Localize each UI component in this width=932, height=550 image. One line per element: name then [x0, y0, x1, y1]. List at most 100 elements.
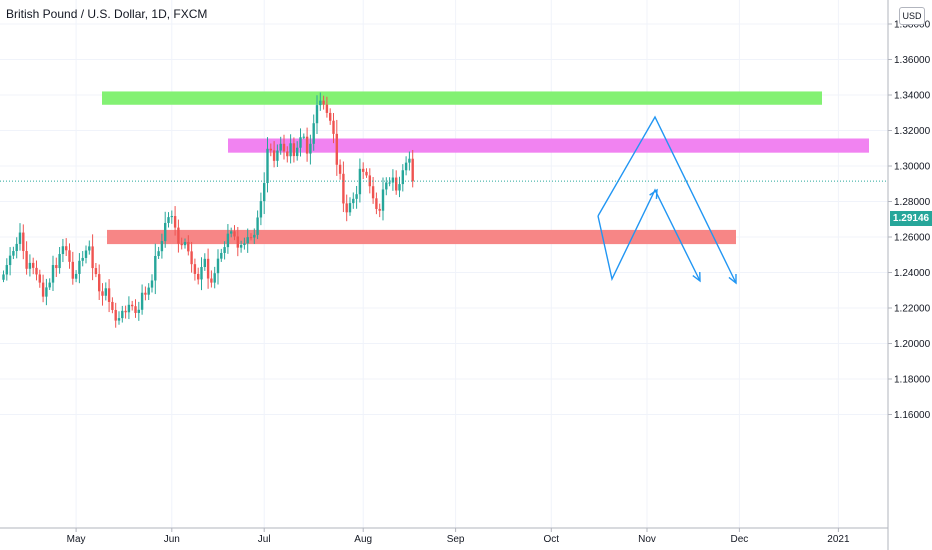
- candle-body: [302, 136, 305, 138]
- candle-body: [94, 268, 98, 275]
- candle-body: [35, 267, 38, 275]
- candle-body: [230, 231, 233, 234]
- candle-body: [391, 177, 395, 183]
- candle-body: [243, 243, 246, 245]
- candle-body: [239, 244, 243, 248]
- candle-body: [12, 251, 15, 256]
- candle-body: [140, 292, 144, 310]
- candle-body: [157, 251, 160, 256]
- candle-body: [305, 136, 309, 154]
- candle-body: [236, 236, 239, 248]
- price-tick-label: 1.22000: [894, 304, 931, 315]
- candle-body: [18, 232, 22, 244]
- arrowhead-lower: [692, 271, 701, 283]
- candle-body: [74, 273, 78, 279]
- candle-body: [319, 100, 322, 106]
- candle-body: [121, 310, 124, 319]
- time-tick-label: Dec: [731, 534, 749, 545]
- candle-body: [160, 241, 164, 252]
- time-tick-label: Sep: [447, 534, 465, 545]
- candle-body: [322, 100, 325, 105]
- candle-body: [276, 150, 279, 161]
- candle-body: [15, 243, 18, 252]
- candle-body: [269, 148, 272, 151]
- candle-body: [134, 306, 137, 313]
- candle-body: [335, 133, 338, 165]
- price-tick-label: 1.28000: [894, 197, 931, 208]
- resistance-zone: [228, 138, 869, 153]
- candle-body: [216, 258, 220, 274]
- candle-body: [206, 258, 210, 279]
- candle-body: [193, 264, 197, 274]
- candle-body: [203, 258, 206, 267]
- candle-body: [41, 282, 45, 297]
- candle-body: [266, 148, 269, 184]
- candle-body: [385, 182, 388, 190]
- candle-body: [263, 183, 266, 202]
- candle-body: [210, 278, 213, 283]
- time-tick-label: Jun: [164, 534, 180, 545]
- candle-body: [404, 162, 408, 171]
- last-price-tag: 1.29146: [890, 211, 932, 226]
- chart-title: British Pound / U.S. Dollar, 1D, FXCM: [6, 7, 208, 21]
- candle-body: [164, 222, 167, 242]
- price-tick-label: 1.38000: [894, 20, 931, 31]
- candle-body: [183, 241, 187, 246]
- candle-body: [358, 168, 362, 195]
- candle-body: [170, 216, 173, 218]
- candle-body: [223, 247, 226, 253]
- candle-body: [58, 254, 61, 269]
- arrowhead-upper: [728, 273, 737, 285]
- candle-body: [173, 216, 177, 228]
- candle-body: [289, 143, 292, 157]
- candle-body: [55, 265, 58, 269]
- candle-body: [249, 237, 253, 239]
- candle-body: [65, 246, 68, 251]
- candle-body: [2, 274, 5, 280]
- candle-body: [233, 231, 236, 237]
- candle-body: [362, 168, 365, 172]
- candle-body: [272, 150, 276, 161]
- candle-body: [398, 184, 401, 191]
- time-tick-label: Aug: [354, 534, 372, 545]
- candle-body: [190, 251, 193, 265]
- candle-body: [8, 255, 12, 266]
- candle-body: [338, 164, 342, 174]
- candle-body: [117, 318, 121, 321]
- price-tick-label: 1.34000: [894, 91, 931, 102]
- candle-body: [309, 143, 312, 154]
- candle-body: [81, 257, 84, 261]
- time-tick-label: Nov: [638, 534, 656, 545]
- candle-body: [279, 143, 282, 151]
- price-tick-label: 1.30000: [894, 162, 931, 173]
- candle-body: [325, 104, 329, 113]
- candle-body: [332, 120, 335, 134]
- price-tick-label: 1.26000: [894, 233, 931, 244]
- candle-body: [371, 186, 375, 199]
- candle-body: [259, 201, 263, 218]
- candle-body: [200, 266, 203, 280]
- candle-body: [51, 265, 55, 283]
- candle-body: [144, 292, 147, 295]
- candle-body: [38, 274, 41, 283]
- candle-body: [408, 158, 411, 163]
- candle-body: [220, 252, 223, 259]
- price-tick-label: 1.36000: [894, 55, 931, 66]
- candle-body: [167, 217, 170, 223]
- currency-badge[interactable]: USD: [899, 7, 925, 25]
- candle-body: [299, 137, 302, 148]
- candle-body: [282, 143, 286, 152]
- candle-body: [154, 255, 157, 281]
- candle-body: [104, 288, 107, 296]
- candle-body: [342, 173, 345, 204]
- price-tick-label: 1.18000: [894, 375, 931, 386]
- candle-body: [177, 227, 180, 244]
- candle-body: [91, 246, 94, 269]
- candle-body: [101, 291, 104, 296]
- candle-body: [286, 151, 289, 157]
- candle-body: [114, 309, 117, 321]
- candle-body: [84, 250, 88, 258]
- time-tick-label: 2021: [827, 534, 850, 545]
- candle-body: [226, 233, 230, 248]
